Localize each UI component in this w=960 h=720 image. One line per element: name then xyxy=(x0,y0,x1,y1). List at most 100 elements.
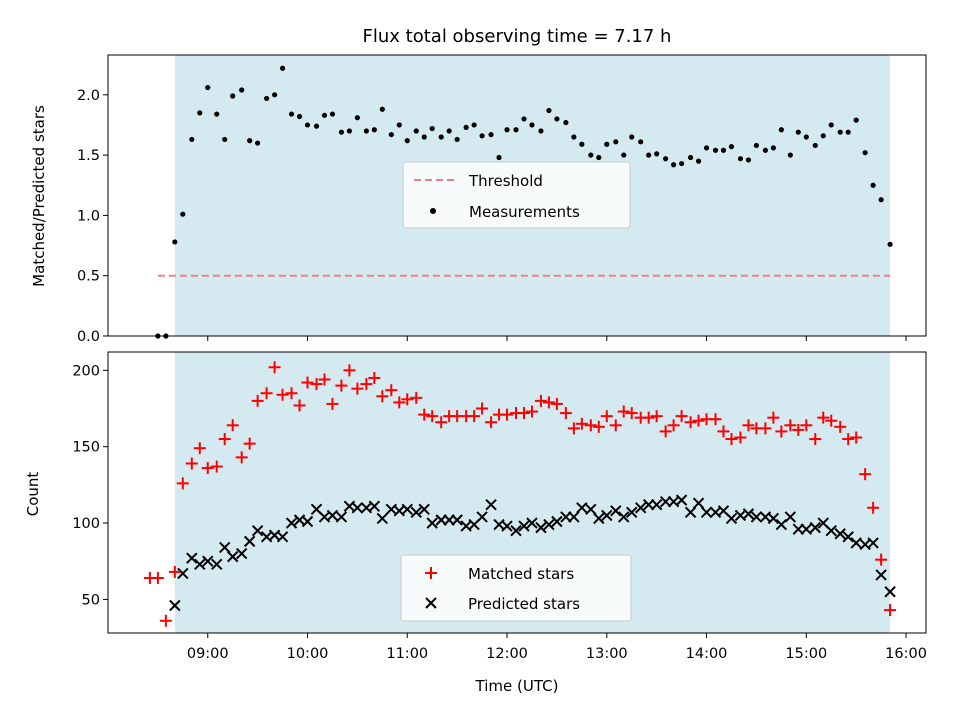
measurement-point xyxy=(787,152,793,158)
predicted-star-stroke xyxy=(742,508,755,520)
predicted-star-point xyxy=(251,524,264,537)
matched-star-point xyxy=(235,451,248,464)
measurement-point xyxy=(529,122,535,128)
matched-star-point xyxy=(784,419,797,432)
measurement-point xyxy=(770,145,776,151)
predicted-star-stroke xyxy=(784,511,797,523)
matched-star-point xyxy=(226,419,239,432)
measurement-point xyxy=(546,107,552,114)
measurement-point xyxy=(304,122,311,128)
measurement-point xyxy=(588,152,594,158)
matched-star-point xyxy=(159,614,172,627)
matched-star-point xyxy=(251,394,264,407)
measurement-point xyxy=(488,131,494,138)
top-plot-frame xyxy=(107,54,927,337)
matched-star-point xyxy=(542,396,555,409)
matched-star-point xyxy=(410,391,423,404)
bottom-x-axis: 09:00 10:00 11:00 12:00 13:00 14:00 15:00 16:00 xyxy=(187,633,927,662)
predicted-star-stroke xyxy=(410,506,422,519)
matched-star-point xyxy=(176,477,189,490)
top-y-tick-label: 0.5 xyxy=(77,269,100,285)
matched-star-point xyxy=(867,501,880,514)
measurement-point xyxy=(230,93,236,99)
measurement-point xyxy=(571,134,577,140)
predicted-star-stroke xyxy=(194,558,206,570)
measurement-point xyxy=(654,151,660,157)
predicted-star-point xyxy=(169,599,181,612)
matched-star-point xyxy=(800,419,813,432)
predicted-star-stroke xyxy=(709,506,722,519)
bottom-y-tick-label: 50 xyxy=(82,592,100,608)
measurement-point xyxy=(321,112,328,118)
measurement-point xyxy=(454,136,460,143)
matched-star-point xyxy=(775,425,788,438)
measurement-point xyxy=(413,128,419,134)
predicted-star-point xyxy=(418,503,430,516)
predicted-star-point xyxy=(626,506,638,519)
matched-star-point xyxy=(642,411,655,424)
matched-star-point xyxy=(368,371,381,384)
matched-star-point xyxy=(559,407,572,420)
matched-star-point xyxy=(609,419,622,432)
matched-star-point xyxy=(534,394,547,407)
matched-star-point xyxy=(418,408,431,421)
predicted-star-stroke xyxy=(859,538,871,551)
measurement-point xyxy=(296,113,303,120)
measurement-point xyxy=(222,136,228,143)
legend-predicted-swatch xyxy=(425,597,437,609)
measurement-point xyxy=(288,111,295,117)
matched-star-point xyxy=(193,442,206,455)
matched-star-point xyxy=(725,433,738,446)
matched-star-point xyxy=(260,387,273,400)
matched-star-point xyxy=(834,420,847,433)
measurement-point xyxy=(172,239,178,245)
measurement-point xyxy=(678,160,685,167)
matched-star-point xyxy=(476,402,489,415)
matched-star-point xyxy=(742,419,755,432)
top-legend: Threshold Measurements xyxy=(402,161,631,229)
predicted-star-point xyxy=(875,569,887,581)
measurement-point xyxy=(180,211,186,217)
measurement-point xyxy=(371,127,377,133)
matched-star-point xyxy=(210,460,223,473)
predicted-star-point xyxy=(675,494,688,506)
matched-star-point xyxy=(168,565,181,578)
predicted-star-point xyxy=(585,503,597,516)
measurement-point xyxy=(214,111,220,117)
matched-star-point xyxy=(243,437,256,450)
bottom-legend-box xyxy=(400,554,632,622)
matched-star-point xyxy=(575,417,588,430)
matched-star-point xyxy=(850,431,863,444)
predicted-star-point xyxy=(518,520,530,532)
matched-star-point xyxy=(567,422,580,435)
matched-star-point xyxy=(659,425,672,438)
measurement-point xyxy=(513,127,519,133)
predicted-star-stroke xyxy=(610,505,622,517)
measurement-point xyxy=(264,95,270,102)
measurement-point xyxy=(687,154,694,161)
predicted-star-stroke xyxy=(551,515,563,528)
predicted-star-point xyxy=(526,517,538,529)
measurement-point xyxy=(538,128,544,134)
measurement-point xyxy=(845,129,851,135)
predicted-star-stroke xyxy=(767,512,780,525)
predicted-star-point xyxy=(211,558,223,570)
predicted-star-stroke xyxy=(276,531,289,543)
predicted-star-point xyxy=(543,518,555,531)
measurement-point xyxy=(446,128,452,134)
measurement-point xyxy=(338,129,345,135)
measurement-point xyxy=(862,150,868,156)
predicted-star-stroke xyxy=(418,503,430,516)
predicted-star-stroke xyxy=(177,567,189,580)
measurement-point xyxy=(271,92,278,98)
predicted-star-point xyxy=(335,511,348,523)
predicted-star-point xyxy=(401,503,413,516)
measurement-point xyxy=(563,119,569,126)
predicted-star-point xyxy=(884,586,896,598)
measurement-point xyxy=(379,106,385,112)
measurement-point xyxy=(737,156,744,162)
top-panel: Flux total observing time = 7.17 h 0.00.… xyxy=(30,26,927,345)
predicted-star-point xyxy=(850,537,862,549)
measurement-point xyxy=(795,129,801,135)
predicted-star-point xyxy=(194,558,206,570)
